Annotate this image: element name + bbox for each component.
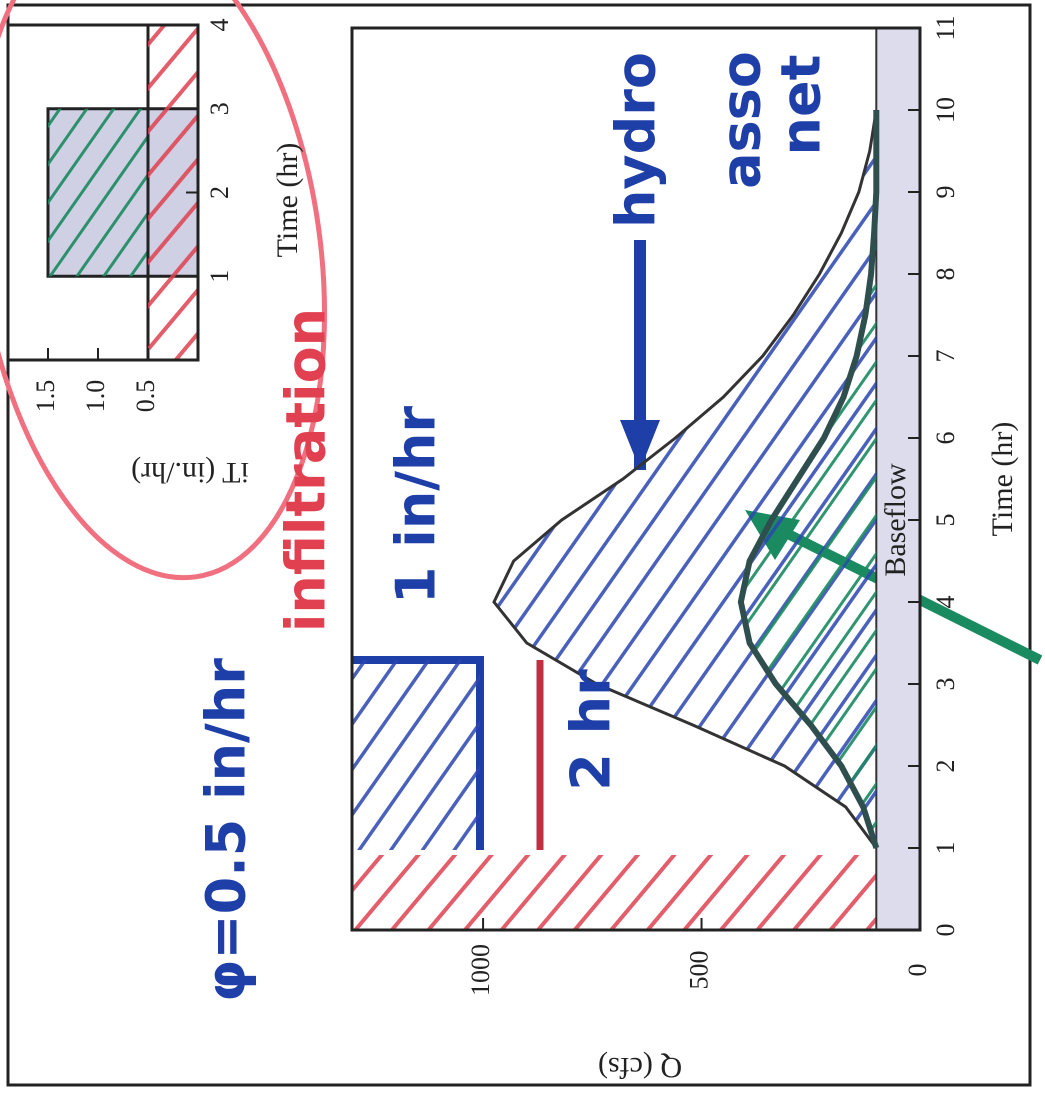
y-axis-label: iT (in./hr) [131, 456, 249, 489]
x-tick-label: 3 [205, 102, 234, 115]
handwritten-note: hydro [605, 52, 668, 228]
y-tick-label: 0.5 [131, 380, 160, 413]
x-tick-label: 4 [931, 596, 960, 609]
x-tick-label: 3 [931, 678, 960, 691]
x-tick-label: 0 [931, 924, 960, 937]
hand-hatch [352, 660, 480, 850]
x-tick-label: 2 [931, 760, 960, 773]
y-tick-label: 500 [685, 951, 714, 990]
x-tick-label: 2 [205, 186, 234, 199]
x-tick-label: 4 [205, 19, 234, 32]
y-tick-label: 1000 [466, 944, 495, 996]
x-tick-label: 1 [205, 270, 234, 283]
handwritten-note: φ=0.5 in/hr [195, 658, 258, 1002]
y-tick-label: 1.5 [31, 380, 60, 413]
x-tick-label: 6 [931, 432, 960, 445]
x-tick-label: 1 [931, 842, 960, 855]
x-tick-label: 11 [931, 15, 960, 40]
x-tick-label: 9 [931, 186, 960, 199]
handwritten-note: asso [710, 51, 773, 189]
x-tick-label: 7 [931, 350, 960, 363]
handwritten-note: net [770, 55, 833, 156]
handwritten-note: infiltration [275, 308, 338, 632]
x-tick-label: 8 [931, 268, 960, 281]
handwritten-note: 2 hr [560, 669, 623, 791]
x-axis-label: Time (hr) [271, 143, 304, 258]
y-tick-label: 0 [903, 964, 932, 977]
hand-hatch [352, 855, 882, 930]
x-axis-label: Time (hr) [986, 422, 1019, 537]
y-tick-label: 1.0 [81, 380, 110, 413]
baseflow-label: Baseflow [879, 463, 912, 577]
y-axis-label: Q (cfs) [598, 1051, 682, 1084]
page: Baseflow φ=0.5 in/hr infiltration 1 in/hr 2 … [0, 0, 1045, 1099]
x-tick-label: 5 [931, 514, 960, 527]
handwritten-note: 1 in/hr [385, 406, 448, 604]
rain-hatch [48, 109, 148, 277]
x-tick-label: 10 [931, 97, 960, 123]
